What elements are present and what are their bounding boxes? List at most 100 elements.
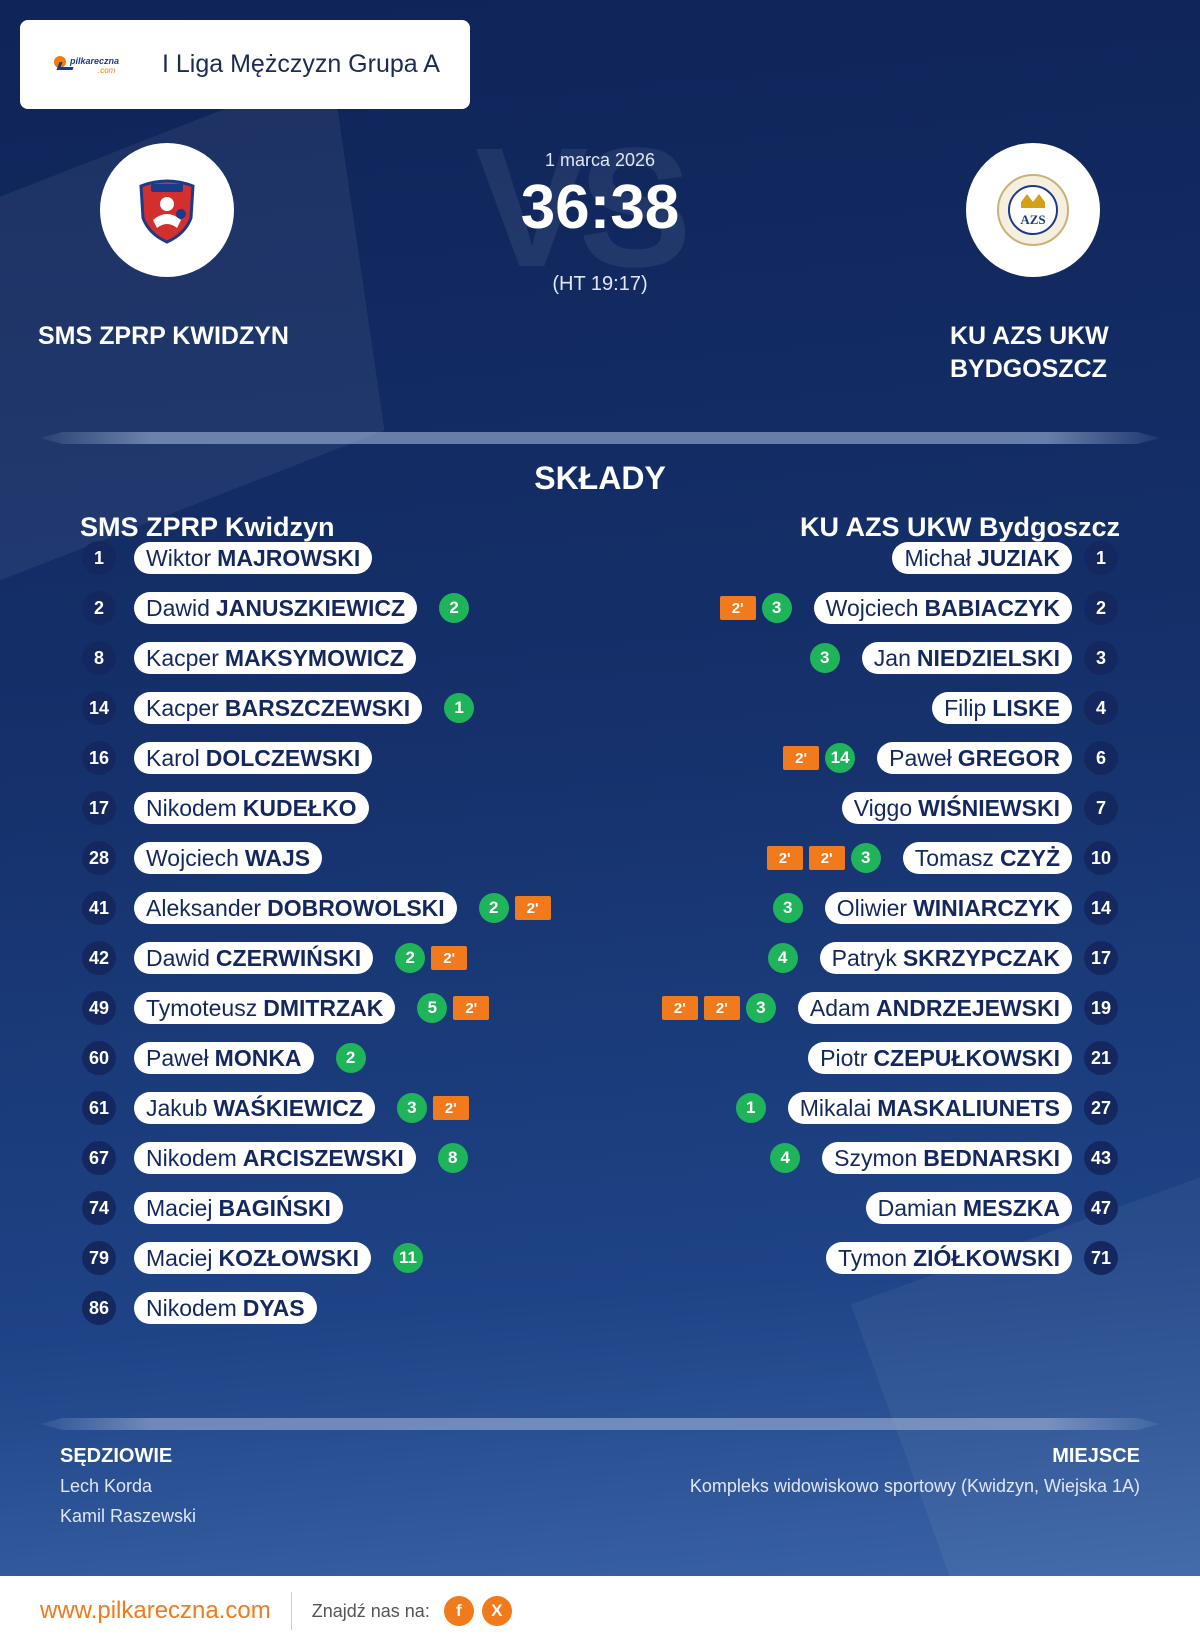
x-icon[interactable]: X bbox=[481, 1596, 512, 1626]
halftime-score: (HT 19:17) bbox=[552, 273, 648, 295]
player-stats: 4 bbox=[770, 1143, 801, 1173]
player-name-pill[interactable]: Oliwier WINIARCZYK bbox=[824, 892, 1072, 924]
player-row[interactable]: 1 Wiktor MAJROWSKI bbox=[82, 541, 394, 575]
player-row[interactable]: 16 Karol DOLCZEWSKI bbox=[82, 741, 394, 775]
away-team-name-line1: KU AZS UKW bbox=[950, 322, 1109, 350]
home-squad-title: SMS ZPRP Kwidzyn bbox=[80, 512, 335, 542]
player-row[interactable]: 7 Viggo WIŚNIEWSKI bbox=[820, 791, 1118, 825]
player-name-pill[interactable]: Michał JUZIAK bbox=[892, 542, 1072, 574]
player-stats: 11 bbox=[393, 1243, 424, 1273]
home-team-logo[interactable] bbox=[100, 143, 234, 277]
player-row[interactable]: 14 Oliwier WINIARCZYK 3 bbox=[772, 891, 1118, 925]
player-name-pill[interactable]: Nikodem KUDEŁKO bbox=[134, 792, 369, 824]
player-first-name: Viggo bbox=[853, 794, 913, 821]
player-row[interactable]: 6 Paweł GREGOR 14 2' bbox=[783, 741, 1118, 775]
site-logo-text: pilkareczna bbox=[70, 55, 120, 66]
player-number-badge: 17 bbox=[82, 791, 116, 825]
player-last-name: DOLCZEWSKI bbox=[205, 744, 361, 771]
player-number-badge: 41 bbox=[82, 891, 116, 925]
player-name-pill[interactable]: Szymon BEDNARSKI bbox=[822, 1142, 1072, 1174]
player-name-pill[interactable]: Paweł MONKA bbox=[134, 1042, 314, 1074]
player-name-pill[interactable]: Tymoteusz DMITRZAK bbox=[134, 992, 396, 1024]
player-name-pill[interactable]: Wiktor MAJROWSKI bbox=[134, 542, 373, 574]
player-row[interactable]: 19 Adam ANDRZEJEWSKI 3 2' 2' bbox=[661, 991, 1118, 1025]
player-row[interactable]: 21 Piotr CZEPUŁKOWSKI bbox=[786, 1041, 1118, 1075]
player-name-pill[interactable]: Kacper MAKSYMOWICZ bbox=[134, 642, 416, 674]
player-row[interactable]: 67 Nikodem ARCISZEWSKI 8 bbox=[82, 1141, 468, 1175]
player-name-pill[interactable]: Tomasz CZYŻ bbox=[902, 842, 1072, 874]
player-row[interactable]: 43 Szymon BEDNARSKI 4 bbox=[770, 1141, 1118, 1175]
player-name-pill[interactable]: Aleksander DOBROWOLSKI bbox=[134, 892, 457, 924]
player-first-name: Paweł bbox=[889, 744, 952, 771]
player-row[interactable]: 71 Tymon ZIÓŁKOWSKI bbox=[804, 1241, 1118, 1275]
player-last-name: BEDNARSKI bbox=[923, 1144, 1060, 1171]
player-name-pill[interactable]: Maciej BAGIŃSKI bbox=[134, 1192, 343, 1224]
player-name-pill[interactable]: Kacper BARSZCZEWSKI bbox=[134, 692, 423, 724]
facebook-icon[interactable]: f bbox=[443, 1596, 474, 1626]
player-name-pill[interactable]: Paweł GREGOR bbox=[877, 742, 1072, 774]
goals-badge: 3 bbox=[396, 1093, 427, 1123]
player-name-pill[interactable]: Dawid CZERWIŃSKI bbox=[134, 942, 374, 974]
player-row[interactable]: 17 Nikodem KUDEŁKO bbox=[82, 791, 391, 825]
away-team-logo[interactable]: AZS bbox=[966, 143, 1100, 277]
player-row[interactable]: 74 Maciej BAGIŃSKI bbox=[82, 1191, 365, 1225]
player-name-pill[interactable]: Jakub WAŚKIEWICZ bbox=[134, 1092, 375, 1124]
player-row[interactable]: 17 Patryk SKRZYPCZAK 4 bbox=[767, 941, 1118, 975]
league-card[interactable]: pilkareczna .com I Liga Mężczyzn Grupa A bbox=[20, 20, 470, 109]
player-last-name: MAKSYMOWICZ bbox=[224, 644, 404, 671]
player-row[interactable]: 8 Kacper MAKSYMOWICZ bbox=[82, 641, 438, 675]
player-name-pill[interactable]: Dawid JANUSZKIEWICZ bbox=[134, 592, 418, 624]
player-number-badge: 16 bbox=[82, 741, 116, 775]
player-name-pill[interactable]: Adam ANDRZEJEWSKI bbox=[797, 992, 1072, 1024]
player-row[interactable]: 27 Mikalai MASKALIUNETS 1 bbox=[735, 1091, 1118, 1125]
divider bbox=[40, 432, 1160, 444]
player-last-name: BARSZCZEWSKI bbox=[224, 694, 411, 721]
player-name-pill[interactable]: Nikodem DYAS bbox=[134, 1292, 317, 1324]
player-row[interactable]: 4 Filip LISKE bbox=[910, 691, 1118, 725]
player-first-name: Jakub bbox=[146, 1094, 208, 1121]
player-first-name: Paweł bbox=[146, 1044, 209, 1071]
player-row[interactable]: 47 Damian MESZKA bbox=[844, 1191, 1118, 1225]
player-row[interactable]: 2 Wojciech BABIACZYK 3 2' bbox=[719, 591, 1118, 625]
player-name-pill[interactable]: Piotr CZEPUŁKOWSKI bbox=[808, 1042, 1072, 1074]
player-last-name: KUDEŁKO bbox=[242, 794, 357, 821]
player-name-pill[interactable]: Mikalai MASKALIUNETS bbox=[787, 1092, 1072, 1124]
player-row[interactable]: 14 Kacper BARSZCZEWSKI 1 bbox=[82, 691, 475, 725]
player-row[interactable]: 60 Paweł MONKA 2 bbox=[82, 1041, 366, 1075]
player-last-name: GREGOR bbox=[957, 744, 1060, 771]
player-name-pill[interactable]: Tymon ZIÓŁKOWSKI bbox=[826, 1242, 1072, 1274]
player-row[interactable]: 86 Nikodem DYAS bbox=[82, 1291, 339, 1325]
player-stats: 3 bbox=[772, 893, 803, 923]
player-last-name: WIŚNIEWSKI bbox=[918, 794, 1060, 821]
player-number-badge: 1 bbox=[82, 541, 116, 575]
player-name-pill[interactable]: Filip LISKE bbox=[932, 692, 1072, 724]
player-row[interactable]: 3 Jan NIEDZIELSKI 3 bbox=[809, 641, 1118, 675]
venue-text: Kompleks widowiskowo sportowy (Kwidzyn, … bbox=[689, 1476, 1140, 1496]
player-row[interactable]: 49 Tymoteusz DMITRZAK 5 2' bbox=[82, 991, 490, 1025]
player-row[interactable]: 41 Aleksander DOBROWOLSKI 2 2' bbox=[82, 891, 551, 925]
player-row[interactable]: 1 Michał JUZIAK bbox=[870, 541, 1118, 575]
player-name-pill[interactable]: Damian MESZKA bbox=[865, 1192, 1072, 1224]
player-name-pill[interactable]: Wojciech BABIACZYK bbox=[813, 592, 1072, 624]
player-name-pill[interactable]: Jan NIEDZIELSKI bbox=[861, 642, 1072, 674]
player-number-badge: 49 bbox=[82, 991, 116, 1025]
player-name-pill[interactable]: Karol DOLCZEWSKI bbox=[134, 742, 373, 774]
player-name-pill[interactable]: Patryk SKRZYPCZAK bbox=[819, 942, 1072, 974]
player-name-pill[interactable]: Viggo WIŚNIEWSKI bbox=[841, 792, 1072, 824]
player-name-pill[interactable]: Maciej KOZŁOWSKI bbox=[134, 1242, 372, 1274]
suspension-badge: 2' bbox=[703, 996, 740, 1020]
player-row[interactable]: 10 Tomasz CZYŻ 3 2' 2' bbox=[766, 841, 1118, 875]
player-row[interactable]: 28 Wojciech WAJS bbox=[82, 841, 344, 875]
suspension-badge: 2' bbox=[661, 996, 698, 1020]
footer-url-link[interactable]: www.pilkareczna.com bbox=[40, 1597, 271, 1624]
player-row[interactable]: 79 Maciej KOZŁOWSKI 11 bbox=[82, 1241, 424, 1275]
player-row[interactable]: 2 Dawid JANUSZKIEWICZ 2 bbox=[82, 591, 470, 625]
player-name-pill[interactable]: Nikodem ARCISZEWSKI bbox=[134, 1142, 416, 1174]
player-last-name: MAJROWSKI bbox=[217, 544, 361, 571]
player-row[interactable]: 42 Dawid CZERWIŃSKI 2 2' bbox=[82, 941, 468, 975]
player-number-badge: 71 bbox=[1084, 1241, 1118, 1275]
referee-name: Lech Korda bbox=[60, 1476, 153, 1496]
player-row[interactable]: 61 Jakub WAŚKIEWICZ 3 2' bbox=[82, 1091, 469, 1125]
player-number-badge: 79 bbox=[82, 1241, 116, 1275]
player-name-pill[interactable]: Wojciech WAJS bbox=[134, 842, 323, 874]
